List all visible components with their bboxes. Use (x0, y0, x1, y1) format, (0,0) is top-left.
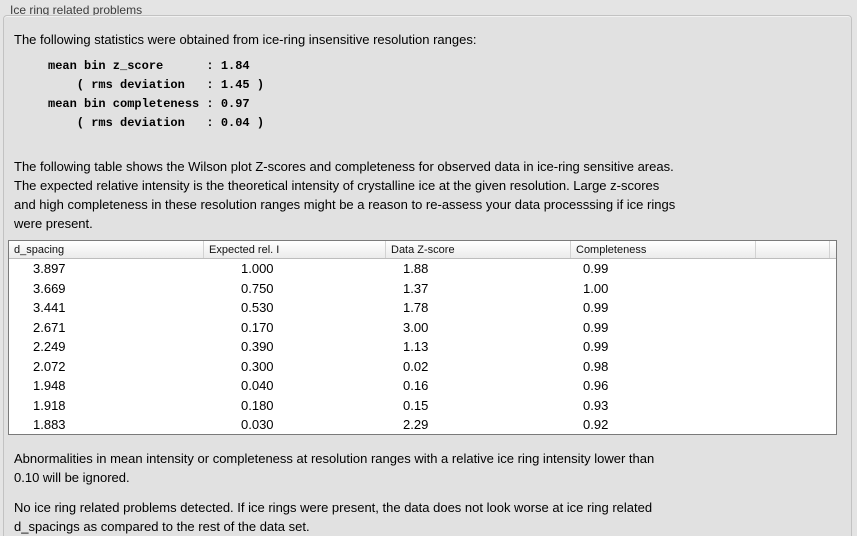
intro-text: The following statistics were obtained f… (14, 32, 477, 47)
table-cell: 3.441 (33, 300, 66, 316)
ice-ring-table: d_spacing Expected rel. I Data Z-score C… (8, 240, 837, 435)
conclusion-text: No ice ring related problems detected. I… (14, 500, 653, 534)
table-header: d_spacing Expected rel. I Data Z-score C… (9, 241, 836, 259)
table-cell: 2.249 (33, 339, 66, 355)
table-row[interactable]: 2.249 0.390 1.13 0.99 (9, 337, 836, 357)
table-cell: 1.883 (33, 417, 66, 433)
table-cell: 1.78 (403, 300, 429, 316)
table-cell: 0.92 (583, 417, 609, 433)
table-cell: 0.300 (241, 358, 274, 374)
table-cell: 3.669 (33, 280, 66, 296)
column-header-d-spacing[interactable]: d_spacing (9, 241, 204, 258)
table-cell: 0.93 (583, 397, 609, 413)
table-cell: 0.750 (241, 280, 274, 296)
panel-title: Ice ring related problems (10, 3, 143, 17)
table-row[interactable]: 2.072 0.300 0.02 0.98 (9, 357, 836, 377)
table-cell: 0.040 (241, 378, 274, 394)
column-header-filler (830, 241, 836, 258)
table-row[interactable]: 1.918 0.180 0.15 0.93 (9, 396, 836, 416)
column-header-completeness[interactable]: Completeness (571, 241, 756, 258)
table-row[interactable]: 1.883 0.030 2.29 0.92 (9, 415, 836, 434)
table-row[interactable]: 1.948 0.040 0.16 0.96 (9, 376, 836, 396)
table-cell: 0.98 (583, 358, 609, 374)
column-header-expected-rel-i[interactable]: Expected rel. I (204, 241, 386, 258)
column-header-data-z-score[interactable]: Data Z-score (386, 241, 571, 258)
stats-block: mean bin z_score : 1.84 ( rms deviation … (48, 59, 265, 130)
table-cell: 1.37 (403, 280, 429, 296)
column-header-empty[interactable] (756, 241, 830, 258)
table-cell: 0.96 (583, 378, 609, 394)
table-cell: 0.99 (583, 339, 609, 355)
table-cell: 3.897 (33, 261, 66, 277)
table-cell: 2.29 (403, 417, 429, 433)
table-row[interactable]: 2.671 0.170 3.00 0.99 (9, 318, 836, 338)
table-row[interactable]: 3.669 0.750 1.37 1.00 (9, 279, 836, 299)
table-cell: 0.180 (241, 397, 274, 413)
table-cell: 3.00 (403, 319, 429, 335)
description-text: The following table shows the Wilson plo… (14, 159, 676, 231)
table-row[interactable]: 3.897 1.000 1.88 0.99 (9, 259, 836, 279)
table-row[interactable]: 3.441 0.530 1.78 0.99 (9, 298, 836, 318)
table-cell: 0.530 (241, 300, 274, 316)
table-cell: 1.88 (403, 261, 429, 277)
table-cell: 0.99 (583, 261, 609, 277)
table-cell: 1.948 (33, 378, 66, 394)
table-cell: 1.918 (33, 397, 66, 413)
table-cell: 0.390 (241, 339, 274, 355)
table-cell: 0.02 (403, 358, 429, 374)
table-cell: 1.00 (583, 280, 609, 296)
table-body: 3.897 1.000 1.88 0.99 3.669 0.750 1.37 1.00 3.44… (9, 259, 836, 434)
table-cell: 0.16 (403, 378, 429, 394)
ignore-note-text: Abnormalities in mean intensity or compl… (14, 451, 655, 485)
table-cell: 0.15 (403, 397, 429, 413)
table-cell: 0.99 (583, 300, 609, 316)
table-cell: 2.671 (33, 319, 66, 335)
table-cell: 0.170 (241, 319, 274, 335)
table-cell: 0.030 (241, 417, 274, 433)
table-cell: 1.000 (241, 261, 274, 277)
table-cell: 1.13 (403, 339, 429, 355)
table-cell: 0.99 (583, 319, 609, 335)
table-cell: 2.072 (33, 358, 66, 374)
